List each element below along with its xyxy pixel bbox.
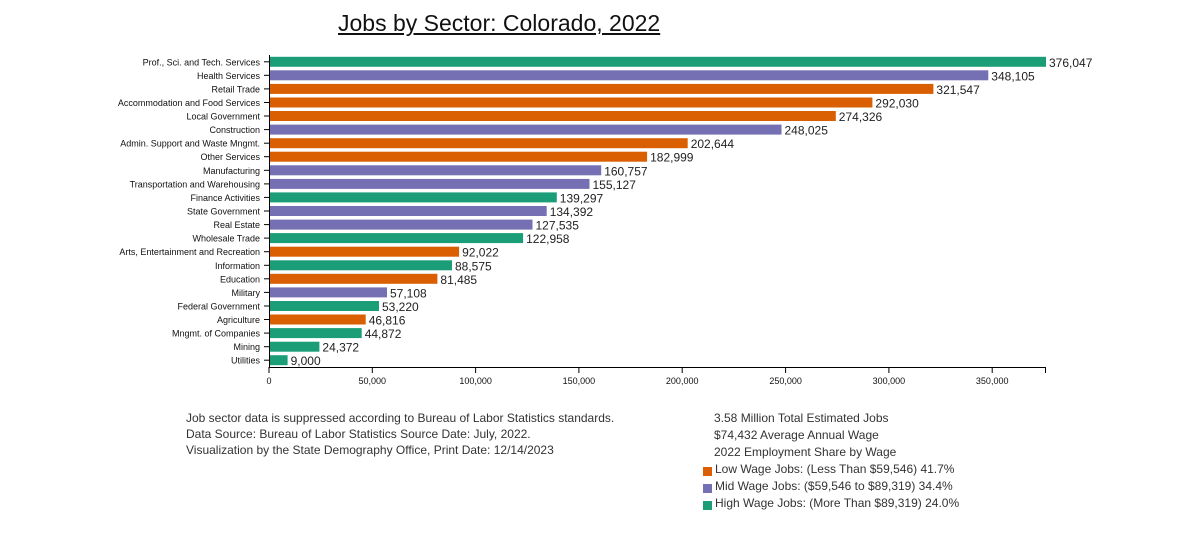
category-label-military: Military	[232, 288, 261, 298]
bar-federal-government	[269, 301, 379, 311]
value-label-state-government: 134,392	[550, 205, 594, 219]
value-label-federal-government: 53,220	[382, 300, 419, 314]
bar-manufacturing	[269, 165, 602, 176]
bar-construction	[269, 124, 782, 135]
x-tick-label-150000: 150,000	[563, 376, 596, 386]
legend-label-low: Low Wage Jobs: (Less Than $59,546) 41.7%	[715, 462, 955, 476]
total-jobs-text: 3.58 Million Total Estimated Jobs	[714, 411, 889, 425]
category-label-other-services: Other Services	[200, 152, 260, 162]
value-label-admin-support-and-waste-mngmt: 202,644	[691, 137, 735, 151]
category-label-finance-activities: Finance Activities	[190, 193, 260, 203]
value-label-wholesale-trade: 122,958	[526, 232, 570, 246]
category-label-federal-government: Federal Government	[177, 302, 260, 312]
visualization-credit: Visualization by the State Demography Of…	[186, 443, 554, 457]
x-tick-label-300000: 300,000	[873, 376, 906, 386]
value-label-retail-trade: 321,547	[936, 83, 980, 97]
category-label-state-government: State Government	[187, 207, 261, 217]
bar-chart: 376,047 Prof., Sci. and Tech. Services 348…	[118, 55, 1093, 386]
value-label-accommodation-and-food-services: 292,030	[875, 97, 919, 111]
category-label-manufacturing: Manufacturing	[203, 166, 260, 176]
x-tick-label-200000: 200,000	[666, 376, 699, 386]
bar-mining	[269, 341, 320, 352]
bar-local-government	[269, 111, 836, 121]
bar-health-services	[269, 70, 989, 81]
data-source-note: Data Source: Bureau of Labor Statistics …	[186, 427, 531, 441]
category-label-real-estate: Real Estate	[213, 220, 260, 230]
category-label-transportation-and-warehousing: Transportation and Warehousing	[130, 179, 260, 189]
value-label-arts-entertainment-and-recreation: 92,022	[462, 246, 499, 260]
summary-panel: 3.58 Million Total Estimated Jobs $74,43…	[703, 410, 959, 512]
bar-state-government	[269, 206, 547, 216]
legend-item-mid-wage: Mid Wage Jobs: ($59,546 to $89,319) 34.4…	[703, 478, 959, 495]
bar-real-estate	[269, 219, 533, 230]
category-label-health-services: Health Services	[197, 71, 261, 81]
legend-swatch-high	[703, 500, 712, 510]
wage-share-heading: 2022 Employment Share by Wage	[714, 445, 897, 459]
category-label-mining: Mining	[233, 342, 260, 352]
value-label-education: 81,485	[440, 273, 477, 287]
category-label-accommodation-and-food-services: Accommodation and Food Services	[118, 98, 261, 108]
x-tick-label-250000: 250,000	[769, 376, 802, 386]
legend-label-mid: Mid Wage Jobs: ($59,546 to $89,319) 34.4…	[715, 479, 953, 493]
chart-title: Jobs by Sector: Colorado, 2022	[338, 10, 661, 36]
category-label-local-government: Local Government	[186, 112, 260, 122]
value-label-utilities: 9,000	[291, 354, 321, 368]
legend-swatch-low	[703, 466, 712, 476]
category-label-arts-entertainment-and-recreation: Arts, Entertainment and Recreation	[119, 247, 260, 257]
bar-education	[269, 273, 438, 284]
value-label-agriculture: 46,816	[369, 314, 406, 328]
bar-utilities	[269, 355, 288, 366]
value-label-real-estate: 127,535	[536, 219, 580, 233]
bar-mngmt-of-companies	[269, 328, 362, 339]
value-label-mining: 24,372	[322, 341, 359, 355]
legend-item-high-wage: High Wage Jobs: (More Than $89,319) 24.0…	[703, 495, 959, 512]
x-tick-label-100000: 100,000	[459, 376, 492, 386]
value-label-mngmt-of-companies: 44,872	[365, 327, 402, 341]
category-label-retail-trade: Retail Trade	[211, 84, 260, 94]
value-label-other-services: 182,999	[650, 151, 694, 165]
category-label-utilities: Utilities	[231, 356, 261, 366]
x-tick-label-350000: 350,000	[976, 376, 1009, 386]
value-label-prof-sci-and-tech-services: 376,047	[1049, 56, 1093, 70]
category-label-wholesale-trade: Wholesale Trade	[192, 234, 260, 244]
source-notes: Job sector data is suppressed according …	[186, 410, 614, 458]
bar-accommodation-and-food-services	[269, 97, 873, 108]
bar-wholesale-trade	[269, 233, 524, 244]
bar-finance-activities	[269, 192, 557, 203]
legend-swatch-mid	[703, 483, 712, 493]
value-label-finance-activities: 139,297	[560, 191, 604, 205]
value-label-construction: 248,025	[785, 124, 829, 138]
value-label-military: 57,108	[390, 286, 427, 300]
value-label-information: 88,575	[455, 259, 492, 273]
bar-military	[269, 287, 387, 298]
bar-arts-entertainment-and-recreation	[269, 246, 460, 257]
bar-transportation-and-warehousing	[269, 178, 590, 189]
category-label-information: Information	[215, 261, 260, 271]
average-wage-text: $74,432 Average Annual Wage	[714, 428, 879, 442]
category-label-education: Education	[220, 274, 260, 284]
legend-item-low-wage: Low Wage Jobs: (Less Than $59,546) 41.7%	[703, 461, 959, 478]
bar-other-services	[269, 151, 648, 162]
category-label-construction: Construction	[209, 125, 260, 135]
value-label-transportation-and-warehousing: 155,127	[593, 178, 637, 192]
bar-information	[269, 260, 452, 271]
bar-agriculture	[269, 314, 366, 325]
x-tick-label-50000: 50,000	[359, 376, 387, 386]
value-label-health-services: 348,105	[991, 69, 1035, 83]
category-label-prof-sci-and-tech-services: Prof., Sci. and Tech. Services	[143, 57, 261, 67]
x-tick-label-0: 0	[266, 376, 271, 386]
category-label-mngmt-of-companies: Mngmt. of Companies	[172, 329, 261, 339]
legend-label-high: High Wage Jobs: (More Than $89,319) 24.0…	[715, 496, 960, 510]
bar-admin-support-and-waste-mngmt	[269, 138, 688, 149]
bar-retail-trade	[269, 83, 934, 94]
bar-prof-sci-and-tech-services	[269, 56, 1046, 67]
value-label-manufacturing: 160,757	[604, 164, 648, 178]
suppression-note: Job sector data is suppressed according …	[186, 411, 615, 425]
value-label-local-government: 274,326	[839, 110, 883, 124]
category-label-admin-support-and-waste-mngmt: Admin. Support and Waste Mngmt.	[120, 139, 260, 149]
category-label-agriculture: Agriculture	[217, 315, 260, 325]
